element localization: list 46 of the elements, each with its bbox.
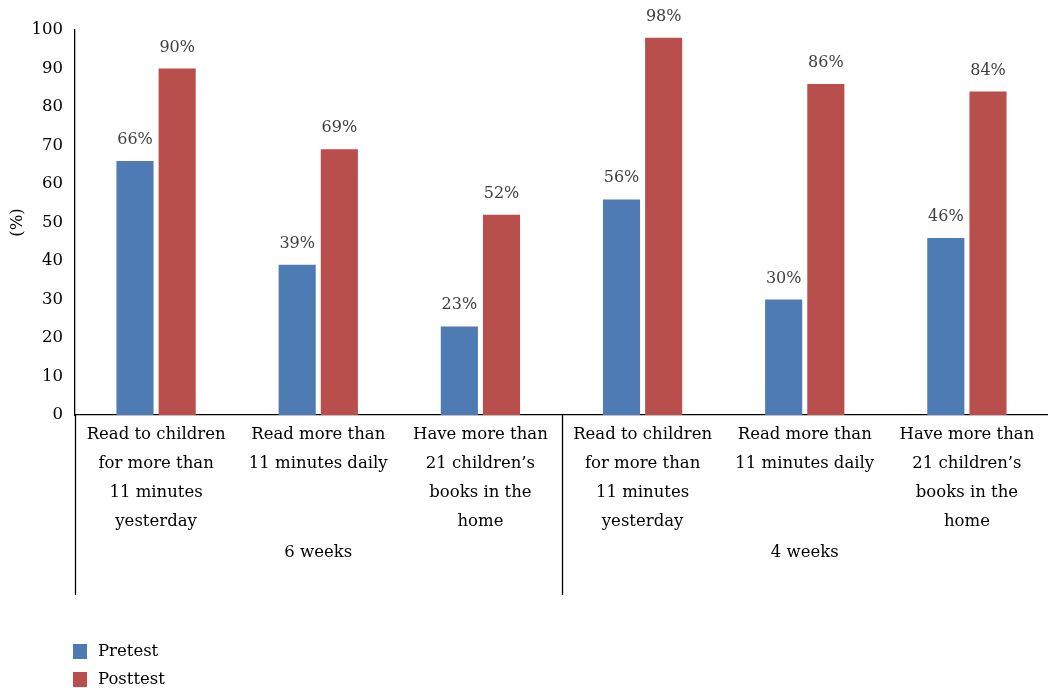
bar: [320, 149, 358, 415]
y-tick-label: 60: [42, 173, 63, 193]
data-label: 46%: [928, 205, 964, 225]
y-axis-title: (%): [7, 208, 27, 237]
text: 6 weeks: [284, 542, 353, 562]
x-tick-label: Read more than 11 minutes daily: [248, 423, 389, 472]
data-label: 84%: [970, 59, 1006, 79]
x-tick-label: Read to children for more than 11 minutes yesterday: [573, 423, 713, 530]
legend-label: Pretest: [98, 641, 159, 661]
data-label: 56%: [603, 167, 640, 187]
x-tick-label: Read to children for more than 11 minutes yesterday: [86, 423, 226, 530]
y-tick-label: 20: [42, 327, 63, 347]
y-tick-label: 0: [52, 404, 63, 424]
y-tick-label: 50: [42, 211, 63, 231]
x-tick-label: Have more than 21 children’s books in the home: [899, 423, 1035, 530]
y-tick-label: 10: [42, 365, 63, 385]
bar: [158, 68, 196, 415]
y-tick-label: 90: [42, 57, 63, 77]
y-tick-label: 80: [42, 96, 63, 116]
bar: [482, 214, 521, 415]
legend-label: Posttest: [98, 669, 166, 688]
bar: [116, 160, 154, 415]
bar: [278, 264, 316, 415]
bar: [807, 83, 845, 415]
data-label: 66%: [117, 128, 153, 148]
bar: [602, 199, 641, 415]
y-tick-label: 70: [42, 134, 63, 154]
data-label: 52%: [483, 182, 520, 202]
data-label: 23%: [441, 294, 478, 314]
data-label: 86%: [808, 51, 844, 71]
data-label: 30%: [765, 267, 802, 287]
x-tick-label: Have more than 21 children’s books in the home: [413, 423, 549, 530]
bar: [927, 237, 965, 415]
data-label: 39%: [279, 232, 315, 252]
bar: [969, 91, 1007, 415]
bar: [645, 37, 683, 415]
bar: [765, 299, 803, 415]
y-tick-label: 30: [42, 288, 63, 308]
x-tick-label: Read more than 11 minutes daily: [735, 423, 875, 472]
bar: [440, 326, 478, 415]
text: 4 weeks: [770, 542, 839, 562]
data-label: 98%: [645, 5, 682, 25]
data-label: 90%: [159, 36, 195, 56]
data-label: 69%: [321, 117, 358, 137]
y-tick-label: 100: [31, 19, 63, 39]
y-tick-label: 40: [42, 250, 63, 270]
